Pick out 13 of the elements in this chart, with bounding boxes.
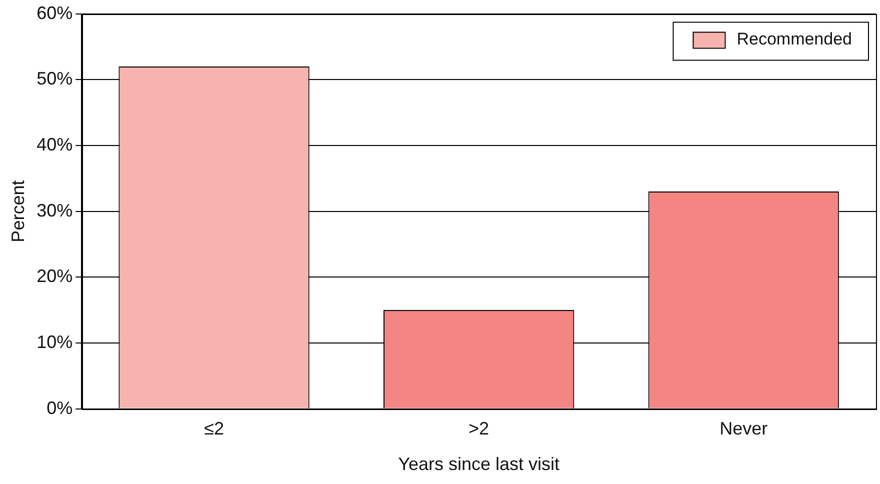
y-tick-label: 40% bbox=[36, 134, 73, 154]
y-tick-label: 0% bbox=[46, 398, 73, 418]
y-axis-title: Percent bbox=[8, 180, 28, 242]
x-tick-label: ≤2 bbox=[204, 418, 224, 439]
x-tick-label: >2 bbox=[468, 418, 490, 439]
y-tick-label: 60% bbox=[36, 2, 73, 23]
y-tick-label: 10% bbox=[36, 332, 73, 352]
y-tick-label: 30% bbox=[36, 200, 73, 220]
x-axis-title: Years since last visit bbox=[398, 454, 560, 474]
legend-label: Recommended bbox=[736, 29, 852, 48]
y-tick-label: 20% bbox=[36, 266, 73, 286]
y-tick-label: 50% bbox=[36, 68, 73, 89]
x-tick-label: Never bbox=[720, 418, 768, 439]
